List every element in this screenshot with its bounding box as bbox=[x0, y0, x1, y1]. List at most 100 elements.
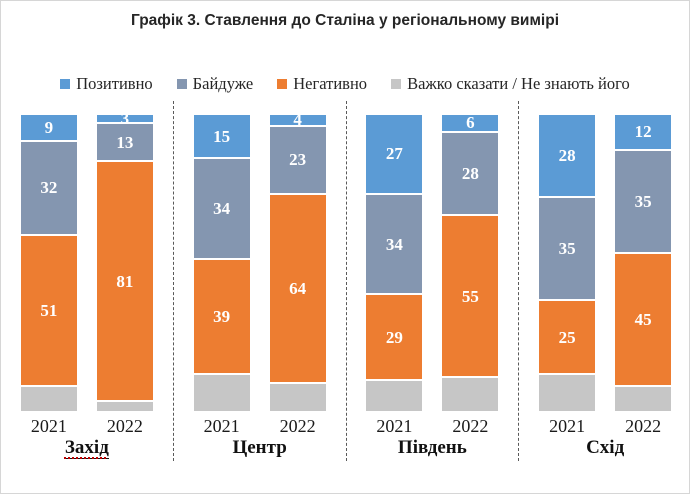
region-group: 15 34 39 4 23 64 2021 2022 Центр bbox=[174, 101, 347, 461]
segment-unsure bbox=[442, 378, 499, 411]
segment-positive: 27 bbox=[366, 115, 423, 195]
chart-area: 932513138120212022Захід15343942364202120… bbox=[1, 101, 689, 461]
year-label: 2021 bbox=[376, 416, 413, 436]
segment-negative: 51 bbox=[20, 236, 77, 388]
region-label: Південь bbox=[397, 437, 467, 458]
segment-value-label: 51 bbox=[40, 301, 58, 321]
segment-value-label: 35 bbox=[634, 191, 652, 211]
bars-row: 9 32 51 3 13 81 bbox=[1, 115, 173, 411]
segment-value-label: 55 bbox=[461, 286, 479, 306]
segment-indifferent: 34 bbox=[193, 159, 250, 260]
segment-value-label: 12 bbox=[634, 122, 652, 142]
segment-value-label: 81 bbox=[116, 271, 134, 291]
segment-negative: 45 bbox=[615, 254, 672, 388]
segment-value-label: 9 bbox=[44, 117, 54, 137]
segment-positive: 4 bbox=[269, 115, 326, 127]
region-label: Схід bbox=[586, 437, 625, 458]
bar-column: 3 13 81 bbox=[96, 115, 153, 411]
bars-row: 15 34 39 4 23 64 bbox=[174, 115, 346, 411]
segment-value-label: 25 bbox=[558, 327, 576, 347]
legend-label-positive: Позитивно bbox=[76, 74, 153, 93]
bar-column: 15 34 39 bbox=[193, 115, 250, 411]
segment-value-label: 34 bbox=[385, 234, 403, 254]
year-label: 2022 bbox=[106, 416, 143, 436]
segment-unsure bbox=[366, 381, 423, 411]
segment-unsure bbox=[539, 375, 596, 411]
segment-positive: 15 bbox=[193, 115, 250, 160]
year-label: 2022 bbox=[452, 416, 489, 436]
bars-row: 27 34 29 6 28 55 bbox=[347, 115, 519, 411]
legend-swatch-unsure bbox=[391, 79, 402, 89]
segment-value-label: 23 bbox=[289, 150, 307, 170]
year-label: 2021 bbox=[30, 416, 67, 436]
year-label: 2022 bbox=[625, 416, 662, 436]
segment-positive: 9 bbox=[20, 115, 77, 142]
region-label: Центр bbox=[232, 437, 287, 458]
years-row: 2021 2022 bbox=[174, 416, 346, 437]
legend-label-indifferent: Байдуже bbox=[192, 74, 254, 93]
bar-column: 27 34 29 bbox=[366, 115, 423, 411]
segment-value-label: 34 bbox=[213, 199, 231, 219]
legend-label-negative: Негативно bbox=[293, 74, 368, 93]
stacked-bar: 6 28 55 bbox=[442, 115, 499, 411]
bar-column: 4 23 64 bbox=[269, 115, 326, 411]
segment-indifferent: 28 bbox=[442, 132, 499, 216]
segment-negative: 29 bbox=[366, 295, 423, 382]
legend-item-negative: Негативно bbox=[277, 74, 367, 94]
segment-positive: 6 bbox=[442, 115, 499, 133]
legend-item-positive: Позитивно bbox=[60, 74, 153, 94]
year-label: 2021 bbox=[203, 416, 240, 436]
segment-positive: 3 bbox=[96, 115, 153, 124]
segment-negative: 55 bbox=[442, 215, 499, 379]
segment-value-label: 39 bbox=[213, 307, 231, 327]
segment-value-label: 45 bbox=[634, 310, 652, 330]
segment-value-label: 4 bbox=[293, 115, 302, 127]
segment-indifferent: 35 bbox=[539, 197, 596, 302]
segment-indifferent: 23 bbox=[269, 126, 326, 195]
segment-positive: 12 bbox=[615, 115, 672, 151]
segment-indifferent: 35 bbox=[615, 150, 672, 255]
years-row: 2021 2022 bbox=[347, 416, 519, 437]
segment-value-label: 32 bbox=[40, 178, 58, 198]
stacked-bar: 27 34 29 bbox=[366, 115, 423, 411]
bar-column: 6 28 55 bbox=[442, 115, 499, 411]
segment-unsure bbox=[269, 384, 326, 411]
stacked-bar: 28 35 25 bbox=[539, 115, 596, 411]
stacked-bar: 4 23 64 bbox=[269, 115, 326, 411]
stacked-bar: 12 35 45 bbox=[615, 115, 672, 411]
legend-swatch-negative bbox=[277, 79, 288, 89]
segment-value-label: 13 bbox=[116, 132, 134, 152]
stacked-bar: 15 34 39 bbox=[193, 115, 250, 411]
bar-column: 12 35 45 bbox=[615, 115, 672, 411]
segment-positive: 28 bbox=[539, 115, 596, 198]
segment-indifferent: 32 bbox=[20, 141, 77, 237]
segment-negative: 25 bbox=[539, 301, 596, 376]
segment-value-label: 3 bbox=[121, 115, 130, 122]
legend-swatch-indifferent bbox=[176, 79, 187, 89]
segment-negative: 81 bbox=[96, 162, 153, 403]
region-label: Захід bbox=[1, 437, 173, 459]
bars-row: 28 35 25 12 35 45 bbox=[519, 115, 689, 411]
segment-indifferent: 34 bbox=[366, 194, 423, 296]
bar-column: 9 32 51 bbox=[20, 115, 77, 411]
legend-item-unsure: Важко сказати / Не знають його bbox=[391, 74, 630, 94]
segment-negative: 64 bbox=[269, 194, 326, 385]
stacked-bar: 3 13 81 bbox=[96, 115, 153, 411]
legend-label-unsure: Важко сказати / Не знають його bbox=[407, 74, 630, 93]
year-label: 2021 bbox=[549, 416, 586, 436]
legend: Позитивно Байдуже Негативно Важко сказати /… bbox=[1, 74, 689, 94]
segment-unsure bbox=[193, 375, 250, 411]
segment-value-label: 15 bbox=[213, 126, 231, 146]
segment-value-label: 28 bbox=[558, 145, 576, 165]
segment-value-label: 29 bbox=[385, 327, 403, 347]
legend-swatch-positive bbox=[60, 79, 71, 89]
segment-value-label: 28 bbox=[461, 163, 479, 183]
segment-unsure bbox=[20, 387, 77, 411]
region-group: 28 35 25 12 35 45 2021 2022 Схід bbox=[519, 101, 689, 461]
stacked-bar: 9 32 51 bbox=[20, 115, 77, 411]
years-row: 2021 2022 bbox=[519, 416, 689, 437]
region-group: 27 34 29 6 28 55 2021 2022 Південь bbox=[347, 101, 520, 461]
legend-item-indifferent: Байдуже bbox=[176, 74, 254, 94]
segment-value-label: 27 bbox=[385, 144, 403, 164]
